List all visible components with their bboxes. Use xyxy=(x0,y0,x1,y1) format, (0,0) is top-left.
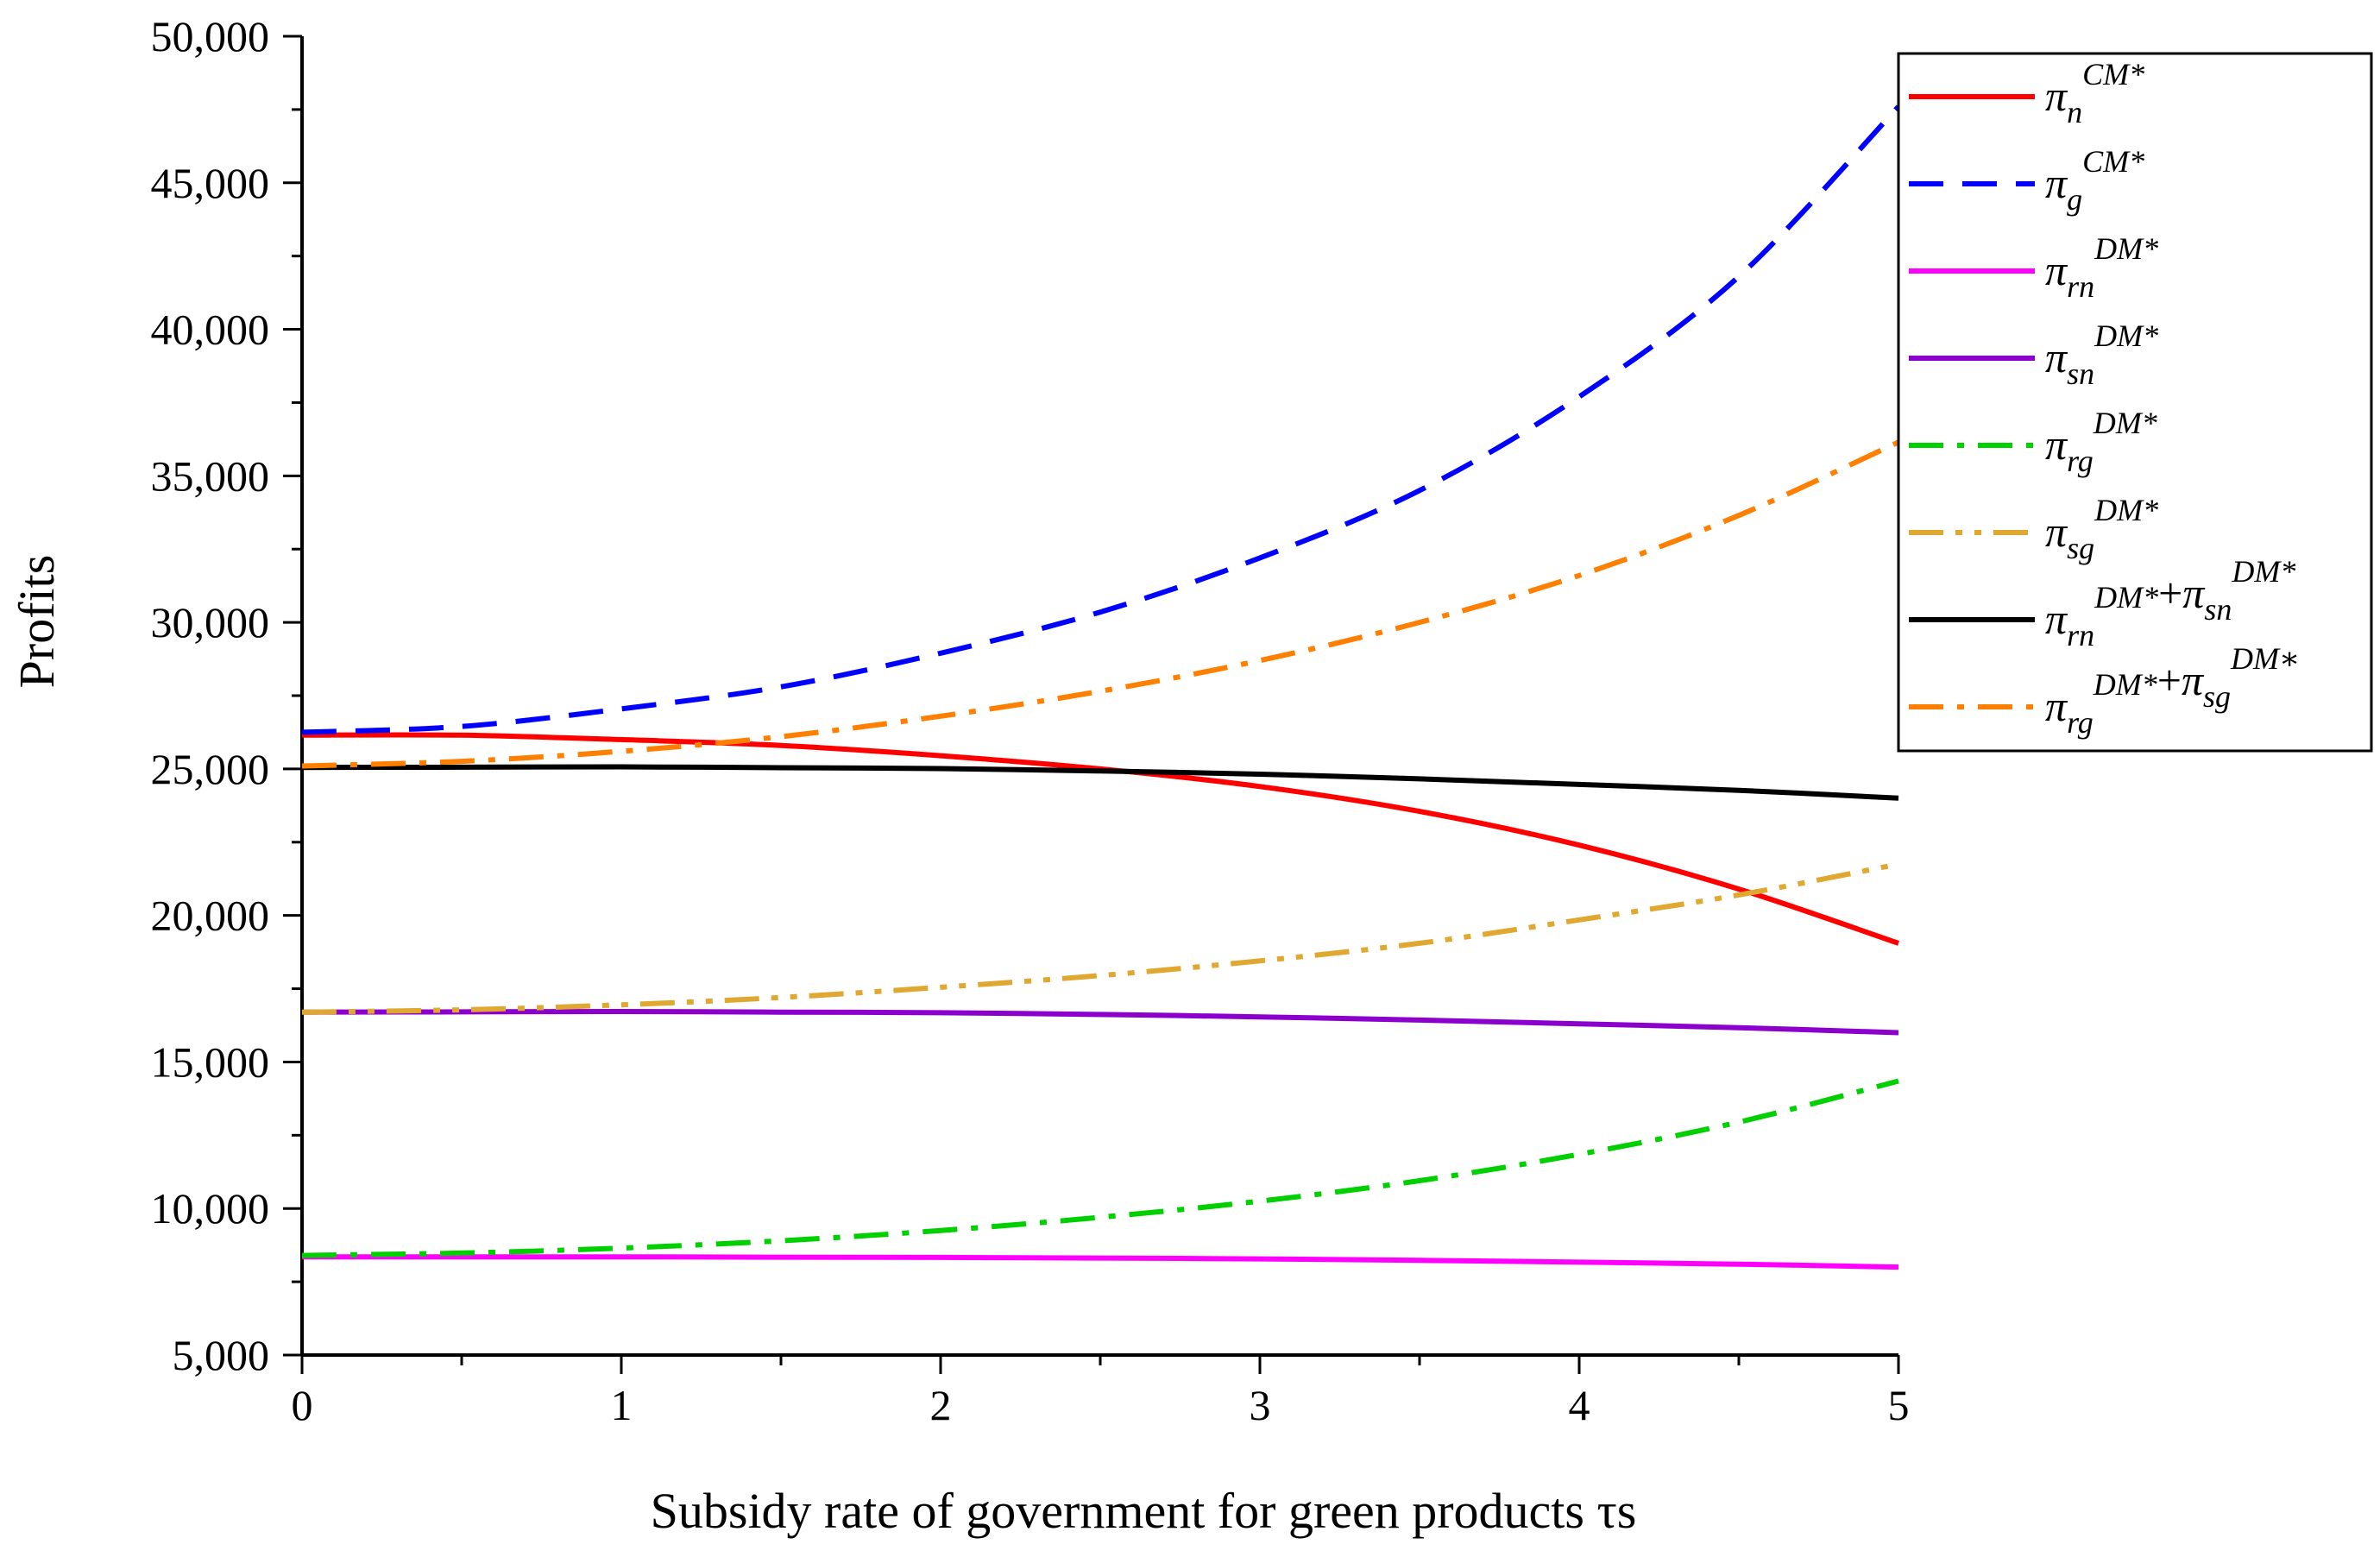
legend-label-7: πrgDM*+πsgDM∗ xyxy=(2045,641,2301,740)
x-tick-label: 3 xyxy=(1250,1381,1271,1429)
y-tick-label: 5,000 xyxy=(173,1331,270,1379)
series-line-1 xyxy=(301,104,1901,735)
y-tick-label: 10,000 xyxy=(151,1184,270,1232)
x-axis-title: Subsidy rate of government for green pro… xyxy=(651,1483,1637,1539)
legend: πnCM* πgCM* πrnDM* πsnDM* πrgDM* πsgDM*πrnDM*… xyxy=(1897,52,2373,753)
legend-box xyxy=(1897,52,2373,753)
x-tick-label: 5 xyxy=(1888,1381,1910,1429)
y-tick-label: 25,000 xyxy=(151,745,270,793)
legend-label-1: πgCM* xyxy=(2045,144,2144,217)
y-axis-title: Profits xyxy=(9,555,65,689)
legend-label-6: πrnDM*+πsnDM* xyxy=(2045,554,2295,652)
series-line-5 xyxy=(301,861,1899,1015)
series-line-6 xyxy=(301,764,1899,801)
legend-label-5: πsgDM* xyxy=(2045,493,2158,565)
y-tick-label: 15,000 xyxy=(151,1037,270,1086)
series-layer xyxy=(301,104,1901,1270)
axes xyxy=(300,36,1898,1357)
y-tick-label: 20,000 xyxy=(151,892,270,940)
x-tick-label: 4 xyxy=(1569,1381,1590,1429)
y-tick-label: 35,000 xyxy=(151,451,270,500)
x-ticks: 0 1 2 3 4 5 xyxy=(292,1355,1910,1429)
series-line-7 xyxy=(301,439,1900,769)
series-line-2 xyxy=(301,1254,1899,1270)
y-ticks: 5,000 10,000 15,000 20,000 25,000 30,000 35,00… xyxy=(151,12,302,1379)
legend-label-2: πrnDM* xyxy=(2045,231,2158,304)
x-tick-label: 0 xyxy=(292,1381,313,1429)
series-line-4 xyxy=(301,1078,1899,1258)
series-line-3 xyxy=(301,1008,1899,1036)
legend-label-4: πrgDM* xyxy=(2045,406,2157,478)
x-tick-label: 1 xyxy=(611,1381,633,1429)
legend-label-3: πsnDM* xyxy=(2045,318,2158,391)
y-tick-label: 30,000 xyxy=(151,598,270,646)
y-tick-label: 50,000 xyxy=(151,12,270,60)
x-tick-label: 2 xyxy=(930,1381,952,1429)
legend-items: πnCM* πgCM* πrnDM* πsnDM* πrgDM* πsgDM*πrnDM*… xyxy=(1909,57,2301,740)
y-tick-label: 45,000 xyxy=(151,159,270,207)
y-tick-label: 40,000 xyxy=(151,306,270,354)
legend-label-0: πnCM* xyxy=(2045,57,2144,129)
